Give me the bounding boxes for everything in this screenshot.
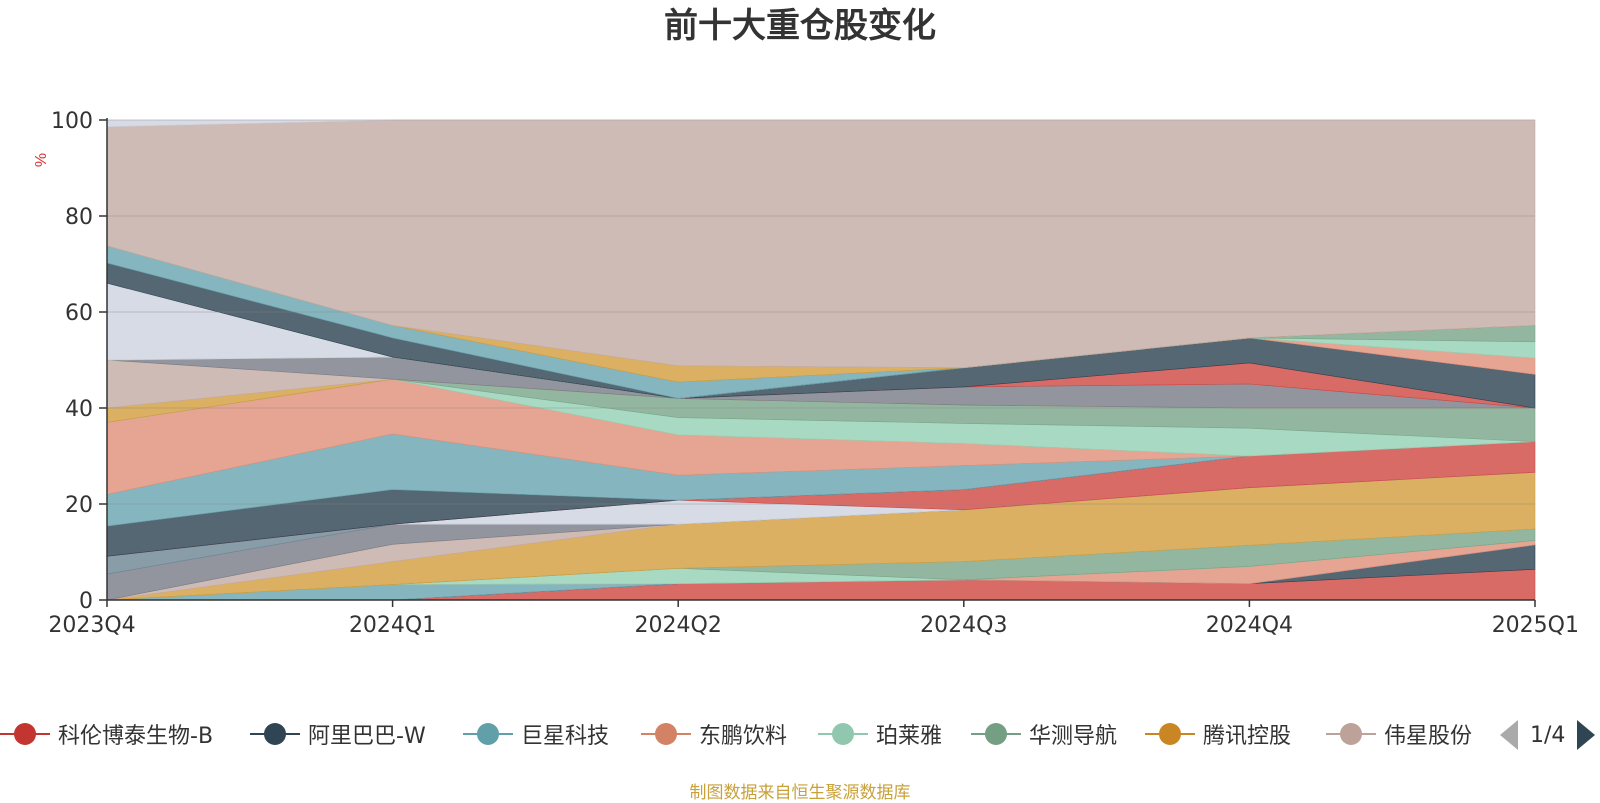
legend-label: 腾讯控股	[1203, 724, 1292, 749]
next-page-arrow-icon[interactable]	[1577, 720, 1596, 750]
y-tick-label: 80	[65, 205, 93, 230]
legend-circle-icon	[1159, 723, 1181, 745]
y-tick-label: 20	[65, 493, 93, 518]
legend-label: 东鹏饮料	[699, 724, 788, 749]
x-tick-label: 2024Q1	[349, 613, 436, 638]
y-tick-label: 0	[79, 589, 93, 614]
legend: 科伦博泰生物-B 阿里巴巴-W 巨星科技 东鹏饮料 珀莱雅 华测导航 腾讯控股 伟星股份	[0, 712, 1600, 756]
legend-page-indicator: 1/4	[1530, 722, 1566, 748]
legend-circle-icon	[264, 723, 286, 745]
x-tick-label: 2024Q3	[920, 613, 1007, 638]
area-bands	[106, 119, 1536, 601]
legend-label: 阿里巴巴-W	[308, 724, 426, 749]
y-tick-label: 60	[65, 301, 93, 326]
legend-item[interactable]: 阿里巴巴-W	[250, 712, 426, 756]
chart-title: 前十大重仓股变化	[664, 6, 936, 46]
legend-line-marker	[818, 723, 868, 745]
data-source-note: 制图数据来自恒生聚源数据库	[689, 783, 911, 803]
axes: 0 20 40 60 80 100 2023Q4 2024Q1 2024Q2 2024Q3 2024…	[48, 109, 1579, 638]
legend-circle-icon	[1340, 723, 1362, 745]
legend-line-marker	[971, 723, 1021, 745]
area-band-31	[106, 119, 1535, 128]
legend-line-marker	[463, 723, 513, 745]
legend-line-marker	[250, 723, 300, 745]
legend-line-marker	[1326, 723, 1376, 745]
legend-line-marker	[1145, 723, 1195, 745]
legend-item[interactable]: 珀莱雅	[818, 712, 942, 756]
legend-label: 华测导航	[1029, 724, 1118, 749]
legend-label: 科伦博泰生物-B	[58, 724, 214, 749]
legend-label: 珀莱雅	[876, 724, 943, 749]
legend-line-marker	[641, 723, 691, 745]
y-tick-label: 40	[65, 397, 93, 422]
y-axis-unit-label: %	[33, 153, 50, 167]
y-tick-label: 100	[51, 109, 93, 134]
x-tick-label: 2025Q1	[1492, 613, 1579, 638]
legend-circle-icon	[832, 723, 854, 745]
legend-circle-icon	[477, 723, 499, 745]
legend-circle-icon	[655, 723, 677, 745]
legend-line-marker	[0, 723, 50, 745]
legend-item[interactable]: 巨星科技	[463, 712, 609, 756]
legend-item[interactable]: 科伦博泰生物-B	[0, 712, 213, 756]
legend-item[interactable]: 伟星股份	[1326, 712, 1472, 756]
grid-lines	[107, 119, 1535, 505]
legend-item[interactable]: 东鹏饮料	[641, 712, 787, 756]
legend-pager: 1/4	[1500, 718, 1596, 752]
x-tick-label: 2023Q4	[48, 613, 135, 638]
x-tick-label: 2024Q2	[635, 613, 722, 638]
legend-label: 伟星股份	[1384, 724, 1473, 749]
legend-circle-icon	[985, 723, 1007, 745]
legend-label: 巨星科技	[521, 724, 610, 749]
prev-page-arrow-icon[interactable]	[1500, 720, 1518, 750]
legend-circle-icon	[14, 723, 36, 745]
legend-item[interactable]: 腾讯控股	[1145, 712, 1291, 756]
x-tick-label: 2024Q4	[1206, 613, 1293, 638]
legend-item[interactable]: 华测导航	[971, 712, 1117, 756]
